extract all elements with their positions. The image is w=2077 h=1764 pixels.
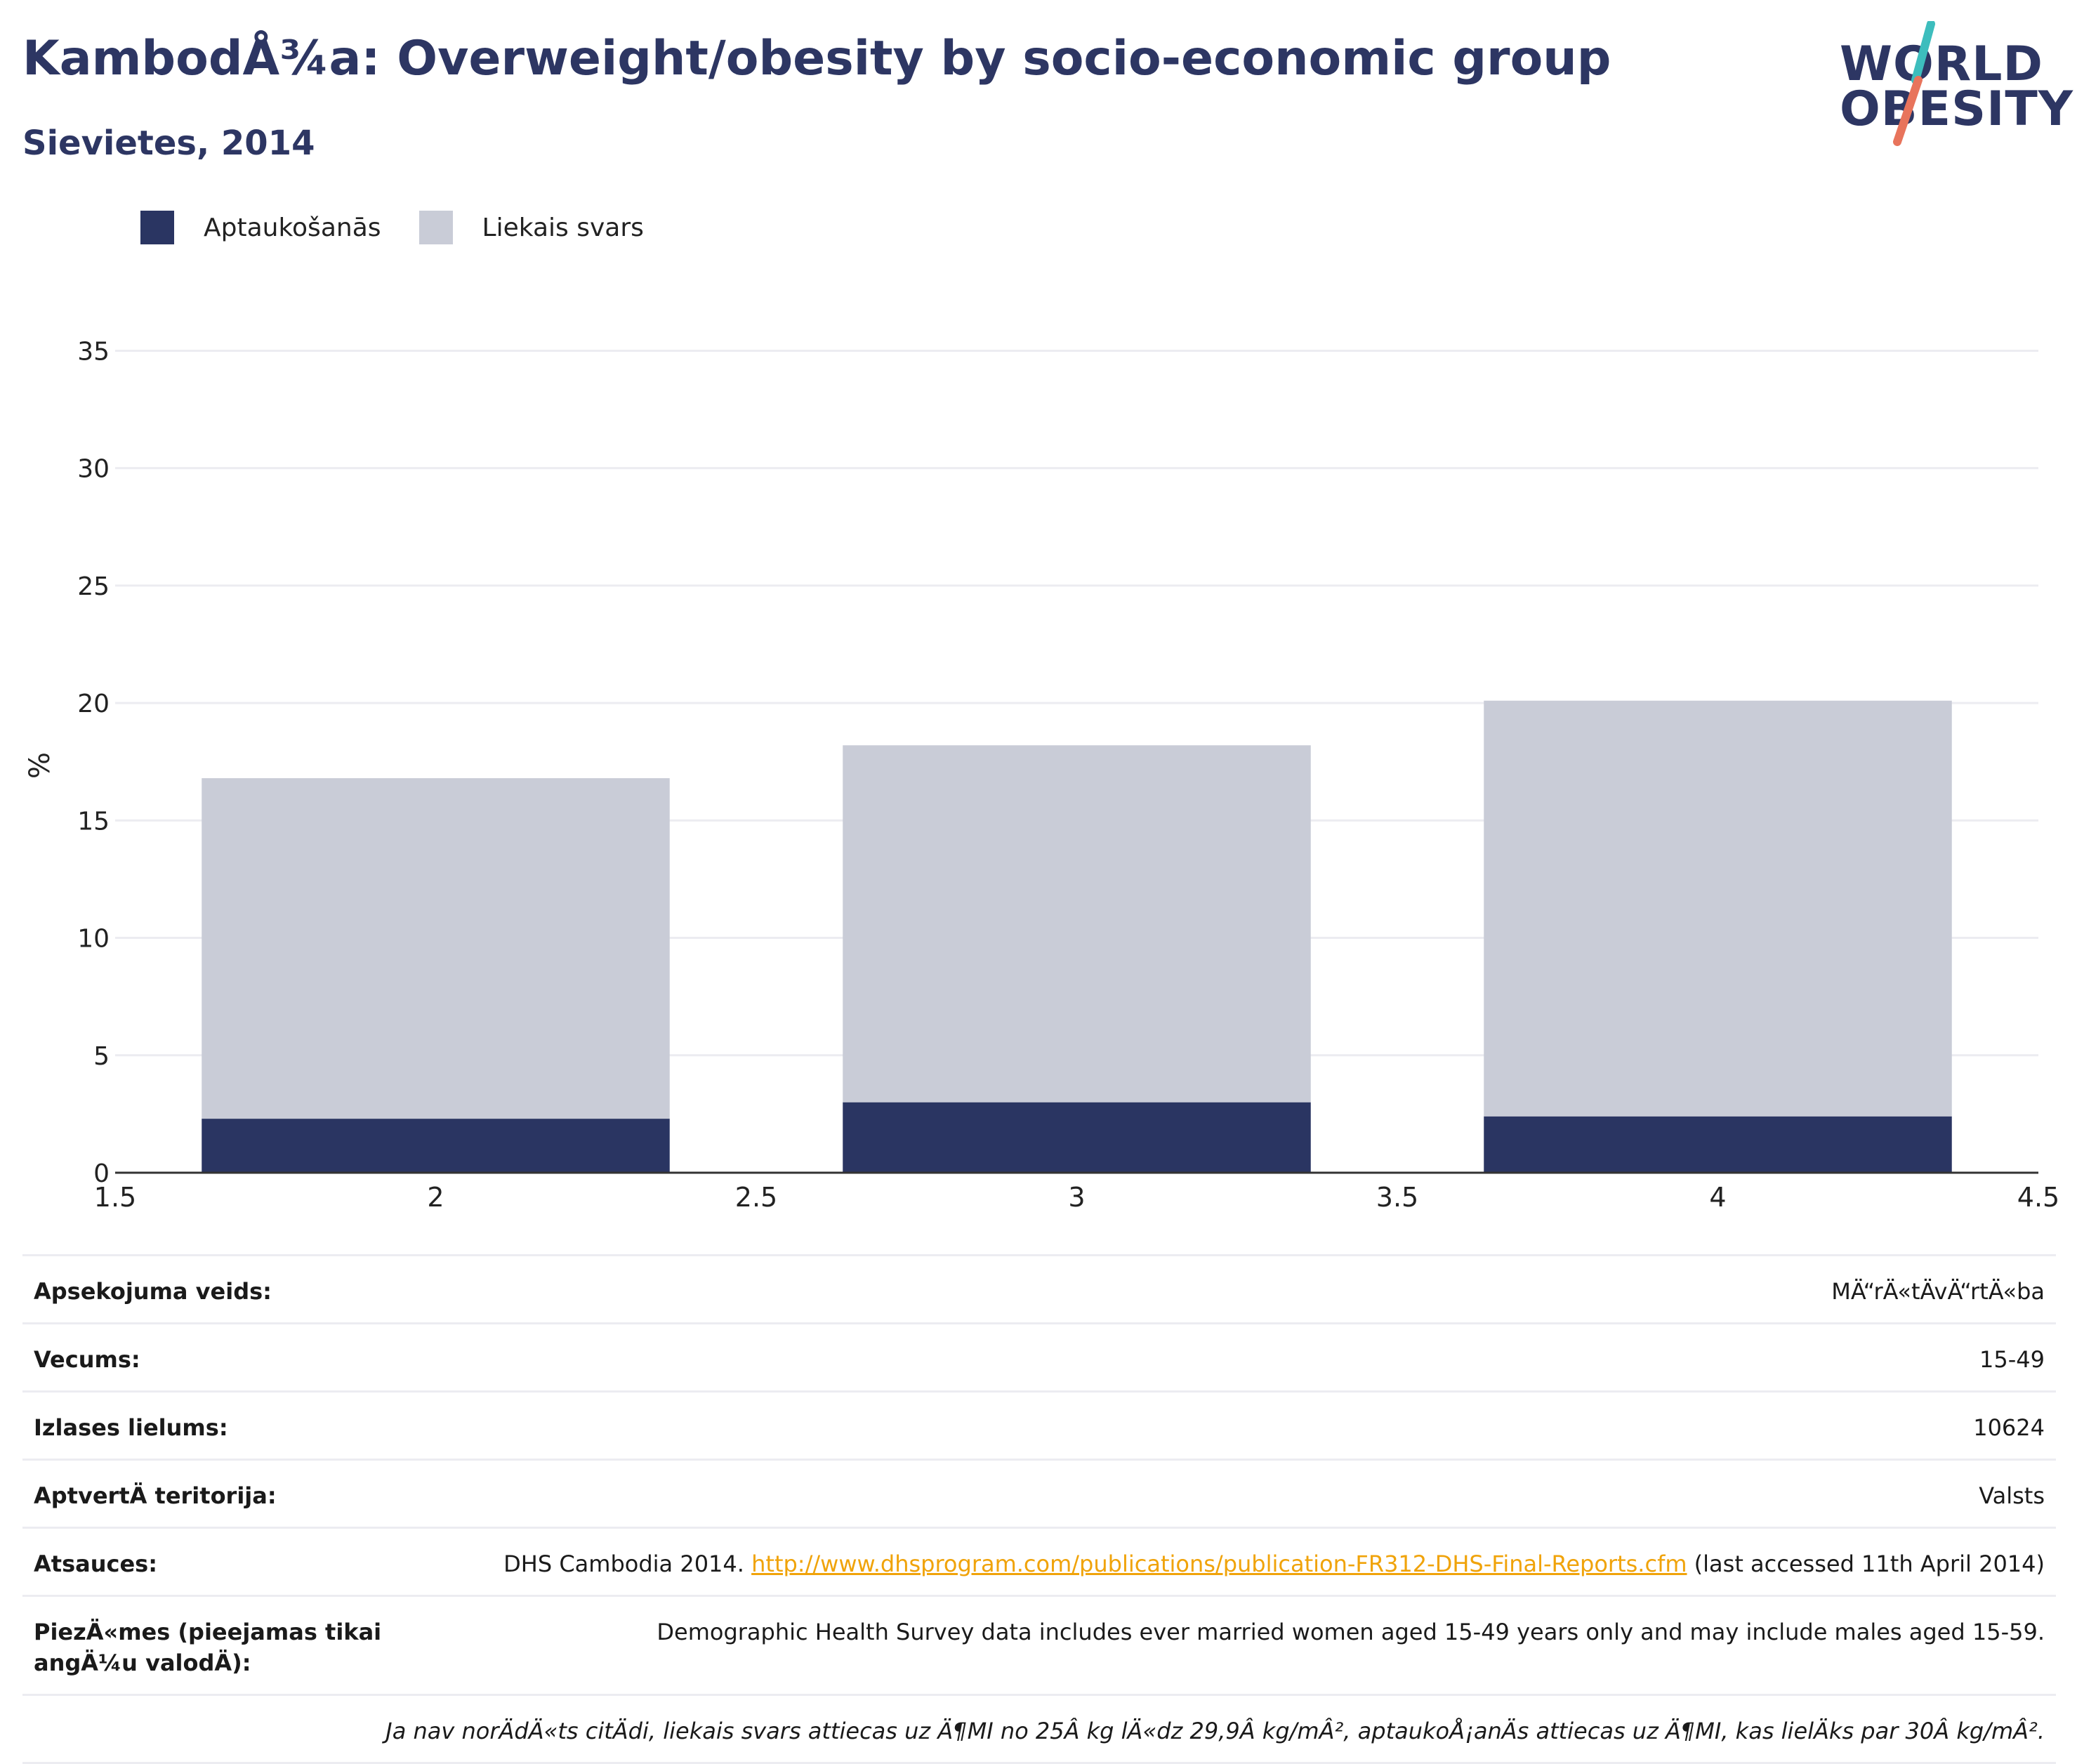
details-row-coverage: AptvertÄ teritorija: Valsts xyxy=(22,1461,2056,1529)
details-value: 10624 xyxy=(1973,1414,2045,1441)
details-row-footnote: Ja nav norÄdÄ«ts citÄdi, liekais svars a… xyxy=(22,1696,2056,1764)
stacked-bar-chart: 0 5 10 15 20 25 30 35 1.5 2 2.5 3 3.5 4 4.5 % xyxy=(24,337,2059,1213)
y-tick-label: 10 xyxy=(77,925,110,954)
details-label: PiezÄ«mes (pieejamas tikai angÄ¼u valodÄ… xyxy=(34,1619,382,1676)
logo-text-line1: WORLD xyxy=(1840,37,2043,92)
legend-swatch-overweight xyxy=(418,211,453,244)
logo-slash-icon xyxy=(1893,21,1935,146)
x-tick-label: 4.5 xyxy=(2017,1182,2059,1213)
details-label: Izlases lielums: xyxy=(34,1414,228,1441)
legend-item-obesity[interactable]: Aptaukošanās xyxy=(140,211,381,244)
world-obesity-logo: WORLD OBESITY xyxy=(1826,21,2073,147)
details-value: DHS Cambodia 2014. http://www.dhsprogram… xyxy=(483,1548,2045,1579)
y-tick-label: 30 xyxy=(77,455,110,484)
page-title: KambodÅ¾a: Overweight/obesity by socio-e… xyxy=(22,31,1611,86)
y-tick-label: 0 xyxy=(93,1159,110,1188)
details-value: Demographic Health Survey data includes … xyxy=(657,1619,2045,1645)
reference-suffix: (last accessed 11th April 2014) xyxy=(1687,1551,2045,1577)
details-value: Valsts xyxy=(1979,1482,2045,1509)
bar-obesity[interactable] xyxy=(1484,1116,1952,1173)
x-tick-label: 2 xyxy=(427,1182,444,1213)
y-tick-label: 35 xyxy=(77,337,110,366)
x-tick-label: 2.5 xyxy=(735,1182,777,1213)
details-row-survey-type: Apsekojuma veids: MÄ“rÄ«tÄvÄ“rtÄ«ba xyxy=(22,1256,2056,1324)
page-subtitle: Sievietes, 2014 xyxy=(22,124,315,163)
bmi-definition-note: Ja nav norÄdÄ«ts citÄdi, liekais svars a… xyxy=(385,1718,2045,1744)
legend-label-overweight: Liekais svars xyxy=(482,213,644,242)
x-tick-label: 3 xyxy=(1068,1182,1085,1213)
x-tick-label: 4 xyxy=(1709,1182,1726,1213)
legend-label-obesity: Aptaukošanās xyxy=(204,213,381,242)
x-tick-label: 3.5 xyxy=(1376,1182,1418,1213)
y-tick-label: 5 xyxy=(93,1042,110,1071)
details-row-sample-size: Izlases lielums: 10624 xyxy=(22,1393,2056,1461)
y-tick-label: 20 xyxy=(77,690,110,718)
reference-prefix: DHS Cambodia 2014. xyxy=(503,1551,752,1577)
details-row-age: Vecums: 15-49 xyxy=(22,1324,2056,1393)
y-tick-label: 15 xyxy=(77,807,110,836)
details-row-references: Atsauces: DHS Cambodia 2014. http://www.… xyxy=(22,1529,2056,1597)
bar-obesity[interactable] xyxy=(843,1102,1311,1173)
legend-swatch-obesity xyxy=(140,211,174,244)
chart-legend: Aptaukošanās Liekais svars xyxy=(140,208,682,247)
details-row-notes: PiezÄ«mes (pieejamas tikai angÄ¼u valodÄ… xyxy=(22,1597,2056,1696)
bar-overweight[interactable] xyxy=(843,745,1311,1102)
details-label: Apsekojuma veids: xyxy=(34,1278,272,1305)
axes: 0 5 10 15 20 25 30 35 1.5 2 2.5 3 3.5 4 4.5 xyxy=(77,337,2059,1213)
legend-item-overweight[interactable]: Liekais svars xyxy=(418,211,644,244)
logo-text-line2: OBESITY xyxy=(1840,81,2073,137)
details-value: MÄ“rÄ«tÄvÄ“rtÄ«ba xyxy=(1831,1278,2045,1305)
details-label: AptvertÄ teritorija: xyxy=(34,1482,277,1509)
y-axis-label: % xyxy=(24,752,56,779)
details-value: 15-49 xyxy=(1979,1346,2045,1373)
x-tick-label: 1.5 xyxy=(94,1182,136,1213)
bar-overweight[interactable] xyxy=(1484,700,1952,1117)
y-tick-label: 25 xyxy=(77,572,110,601)
details-label: Atsauces: xyxy=(34,1551,157,1577)
bar-obesity[interactable] xyxy=(202,1119,670,1173)
reference-link[interactable]: http://www.dhsprogram.com/publications/p… xyxy=(751,1551,1687,1577)
bars xyxy=(202,700,1952,1173)
survey-details-table: Apsekojuma veids: MÄ“rÄ«tÄvÄ“rtÄ«ba Vecu… xyxy=(22,1254,2056,1764)
bar-overweight[interactable] xyxy=(202,778,670,1119)
details-label: Vecums: xyxy=(34,1346,140,1373)
